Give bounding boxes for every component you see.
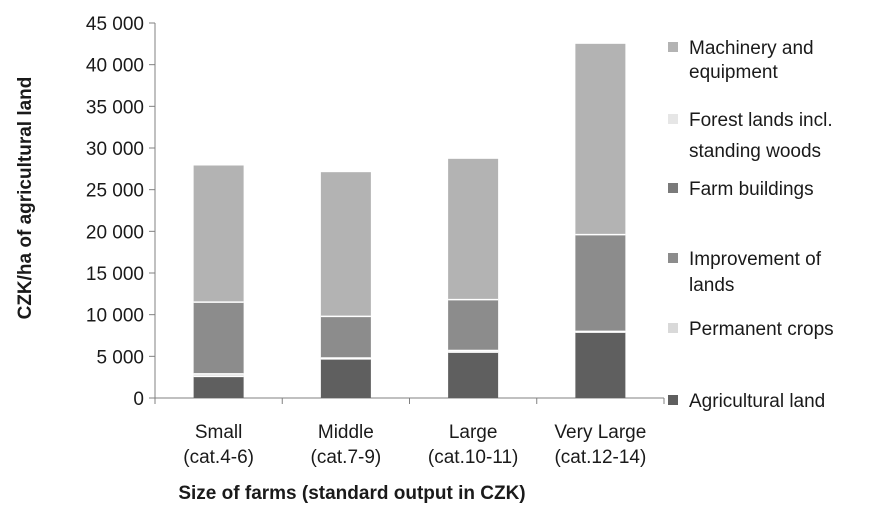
bar-segment bbox=[448, 299, 499, 351]
legend-swatch bbox=[668, 323, 678, 333]
x-category-label: Very Large (cat.12-14) bbox=[554, 422, 646, 468]
bar-segment bbox=[320, 316, 371, 358]
legend-swatch bbox=[668, 183, 678, 193]
bar-segment bbox=[193, 376, 244, 398]
y-tick-label: 25 000 bbox=[86, 181, 144, 202]
y-tick-label: 20 000 bbox=[86, 222, 144, 243]
bar-segment bbox=[448, 158, 499, 300]
x-category-labels: Small (cat.4-6) Middle (cat.7-9) Large (cat.1… bbox=[183, 422, 646, 468]
bar-segment bbox=[575, 43, 626, 235]
legend: Agricultural land Permanent crops Improvem… bbox=[668, 38, 834, 412]
bar-segment bbox=[320, 358, 371, 398]
legend-swatch bbox=[668, 253, 678, 263]
bar-segment bbox=[575, 332, 626, 398]
bars bbox=[193, 43, 626, 398]
y-tick-label: 30 000 bbox=[86, 139, 144, 160]
y-tick-labels: 0 5 000 10 000 15 000 20 000 25 000 30 000 35 0… bbox=[86, 14, 144, 410]
bar-segment bbox=[448, 352, 499, 398]
y-tick-label: 0 bbox=[133, 389, 144, 410]
legend-label: Forest lands incl. standing woods bbox=[689, 110, 833, 162]
y-tick-label: 40 000 bbox=[86, 56, 144, 77]
y-tick-label: 5 000 bbox=[96, 347, 144, 368]
legend-label: Improvement of lands bbox=[689, 249, 822, 296]
x-category-label: Middle (cat.7-9) bbox=[311, 422, 382, 468]
y-tick-label: 10 000 bbox=[86, 306, 144, 327]
y-axis-title: CZK/ha of agricultural land bbox=[15, 77, 36, 320]
bar-segment bbox=[193, 165, 244, 303]
legend-swatch bbox=[668, 114, 678, 124]
x-category-label: Large (cat.10-11) bbox=[428, 422, 518, 468]
bar-segment bbox=[193, 302, 244, 374]
bar-segment bbox=[193, 373, 244, 377]
legend-swatch bbox=[668, 42, 678, 52]
bar-segment bbox=[448, 350, 499, 353]
legend-label: Machinery and equipment bbox=[689, 38, 814, 83]
x-axis-title: Size of farms (standard output in CZK) bbox=[178, 483, 525, 504]
legend-label: Permanent crops bbox=[689, 319, 834, 340]
legend-label: Agricultural land bbox=[689, 391, 825, 412]
y-tick-label: 15 000 bbox=[86, 264, 144, 285]
legend-label: Farm buildings bbox=[689, 179, 814, 200]
bar-segment bbox=[575, 234, 626, 332]
y-tick-label: 35 000 bbox=[86, 97, 144, 118]
legend-swatch bbox=[668, 395, 678, 405]
bar-segment bbox=[320, 172, 371, 317]
x-category-label: Small (cat.4-6) bbox=[183, 422, 254, 468]
y-tick-label: 45 000 bbox=[86, 14, 144, 35]
